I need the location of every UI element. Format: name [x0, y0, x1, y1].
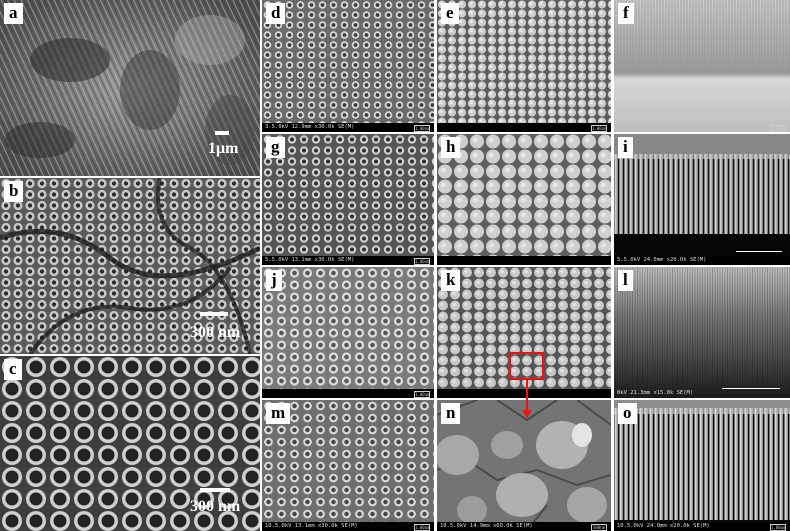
panel-n-footer: 10.5.0kV 14.9mm x60.0k SE(M) 500nm	[437, 522, 611, 531]
panel-c-texture	[0, 356, 260, 531]
panel-m-texture	[262, 400, 434, 531]
panel-m-label: m	[266, 403, 291, 424]
panel-c-scale-text: 300 nm	[190, 498, 241, 515]
panel-l-footer: 0kV 21.3mm x15.0k SE(M)	[617, 390, 694, 396]
panel-g-label: g	[266, 137, 285, 158]
panel-n-label: n	[441, 403, 461, 424]
panel-g-footer: 5.5.0kV 13.1mm x30.0k SE(M) 1.00um	[262, 256, 434, 265]
panel-e-footer: 1.00um	[437, 123, 611, 132]
panel-i-texture	[614, 134, 790, 265]
panel-f-label: f	[618, 3, 634, 24]
panel-h-texture	[437, 134, 611, 265]
panel-m-footer: 10.5.0kV 13.1mm x30.0k SE(M) 1.00um	[262, 522, 434, 531]
panel-o-texture	[614, 400, 790, 531]
panel-l-scale-line	[722, 388, 780, 389]
panel-i-scale-line	[736, 251, 782, 252]
panel-b-scale-bar	[200, 312, 228, 316]
panel-e-texture	[437, 0, 611, 132]
panel-g: g 5.5.0kV 13.1mm x30.0k SE(M) 1.00um	[262, 134, 434, 265]
panel-l-label: l	[618, 270, 633, 291]
panel-i: i 5.5.0kV 24.0mm x20.0k SE(M)	[614, 134, 790, 265]
panel-b-texture	[0, 178, 260, 354]
panel-e: e 1.00um	[437, 0, 611, 132]
panel-a-scale-text: 1μm	[208, 140, 239, 157]
panel-k-footer	[437, 389, 611, 398]
panel-k-label: k	[441, 270, 461, 291]
panel-b-label: b	[4, 181, 24, 202]
panel-d-texture	[262, 0, 434, 132]
zoom-arrow-head	[522, 410, 532, 418]
panel-f-texture	[614, 0, 790, 132]
zoom-region-box	[509, 352, 544, 380]
panel-a-scale-bar	[215, 131, 229, 135]
panel-f: f 1.00um	[614, 0, 790, 132]
panel-c: c 300 nm	[0, 356, 260, 531]
panel-d-footer: 3.5.0kV 12.9mm x30.0k SE(M) 1.00um	[262, 123, 434, 132]
panel-n: n 10.5.0kV 14.9mm x60.0k SE(M) 500nm	[437, 400, 611, 531]
panel-l-texture	[614, 267, 790, 398]
panel-i-footer: 5.5.0kV 24.0mm x20.0k SE(M)	[614, 256, 790, 265]
panel-i-label: i	[618, 137, 633, 158]
panel-h-footer	[437, 256, 611, 265]
panel-h-label: h	[441, 137, 461, 158]
panel-j-texture	[262, 267, 434, 398]
panel-d-label: d	[266, 3, 286, 24]
panel-h: h	[437, 134, 611, 265]
panel-k: k	[437, 267, 611, 398]
panel-c-scale-bar	[200, 488, 230, 492]
panel-f-footer: 1.00um	[770, 125, 786, 132]
panel-l: l 0kV 21.3mm x15.0k SE(M)	[614, 267, 790, 398]
panel-a-texture	[0, 0, 260, 176]
panel-j: j 1.00um	[262, 267, 434, 398]
zoom-arrow-line	[526, 380, 528, 412]
panel-k-texture	[437, 267, 611, 398]
panel-n-texture	[437, 400, 611, 531]
panel-d: d 3.5.0kV 12.9mm x30.0k SE(M) 1.00um	[262, 0, 434, 132]
panel-c-label: c	[4, 359, 22, 380]
panel-m: m 10.5.0kV 13.1mm x30.0k SE(M) 1.00um	[262, 400, 434, 531]
panel-o: o 10.5.0kV 24.0mm x20.0k SE(M) 1.00um	[614, 400, 790, 531]
panel-b: b 300 nm	[0, 178, 260, 354]
panel-j-footer: 1.00um	[262, 389, 434, 398]
panel-g-texture	[262, 134, 434, 265]
panel-e-label: e	[441, 3, 459, 24]
panel-j-label: j	[266, 270, 282, 291]
panel-a: a 1μm	[0, 0, 260, 176]
panel-a-label: a	[4, 3, 23, 24]
panel-o-label: o	[618, 403, 637, 424]
panel-b-scale-text: 300 nm	[190, 324, 241, 341]
panel-o-footer: 10.5.0kV 24.0mm x20.0k SE(M) 1.00um	[614, 522, 790, 531]
